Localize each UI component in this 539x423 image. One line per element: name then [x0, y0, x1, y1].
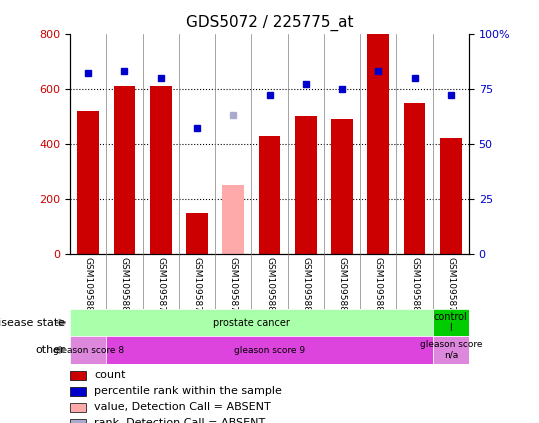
Text: gleason score
n/a: gleason score n/a — [419, 341, 482, 360]
Text: GDS5072 / 225775_at: GDS5072 / 225775_at — [186, 15, 353, 31]
Text: GSM1095876: GSM1095876 — [446, 256, 455, 317]
Bar — [70, 419, 86, 423]
FancyBboxPatch shape — [106, 336, 433, 364]
Text: rank, Detection Call = ABSENT: rank, Detection Call = ABSENT — [94, 418, 265, 423]
Bar — [70, 371, 86, 380]
Text: GSM1095880: GSM1095880 — [265, 256, 274, 317]
Text: GSM1095885: GSM1095885 — [410, 256, 419, 317]
Text: percentile rank within the sample: percentile rank within the sample — [94, 386, 282, 396]
Bar — [114, 86, 135, 254]
Text: prostate cancer: prostate cancer — [213, 318, 290, 327]
Text: GSM1095878: GSM1095878 — [192, 256, 202, 317]
Bar — [77, 111, 99, 254]
Text: control
l: control l — [434, 312, 468, 333]
FancyBboxPatch shape — [433, 309, 469, 336]
Text: count: count — [94, 371, 126, 380]
Bar — [223, 185, 244, 254]
Text: GSM1095886: GSM1095886 — [120, 256, 129, 317]
Text: value, Detection Call = ABSENT: value, Detection Call = ABSENT — [94, 402, 271, 412]
Bar — [440, 138, 462, 254]
Bar — [295, 116, 316, 254]
Bar — [404, 102, 425, 254]
FancyBboxPatch shape — [70, 336, 106, 364]
Text: gleason score 8: gleason score 8 — [53, 346, 124, 354]
FancyBboxPatch shape — [70, 309, 433, 336]
Text: GSM1095883: GSM1095883 — [84, 256, 93, 317]
Bar — [70, 387, 86, 396]
Bar — [150, 86, 171, 254]
Text: GSM1095881: GSM1095881 — [301, 256, 310, 317]
Bar — [331, 119, 353, 254]
Text: disease state: disease state — [0, 318, 65, 327]
Bar — [259, 135, 280, 254]
FancyBboxPatch shape — [433, 336, 469, 364]
Bar — [186, 212, 208, 254]
Text: GSM1095877: GSM1095877 — [156, 256, 165, 317]
Text: GSM1095882: GSM1095882 — [337, 256, 347, 317]
Text: other: other — [35, 345, 65, 355]
Bar — [70, 403, 86, 412]
Text: GSM1095879: GSM1095879 — [229, 256, 238, 317]
Bar — [368, 34, 389, 254]
Text: gleason score 9: gleason score 9 — [234, 346, 305, 354]
Text: GSM1095884: GSM1095884 — [374, 256, 383, 317]
